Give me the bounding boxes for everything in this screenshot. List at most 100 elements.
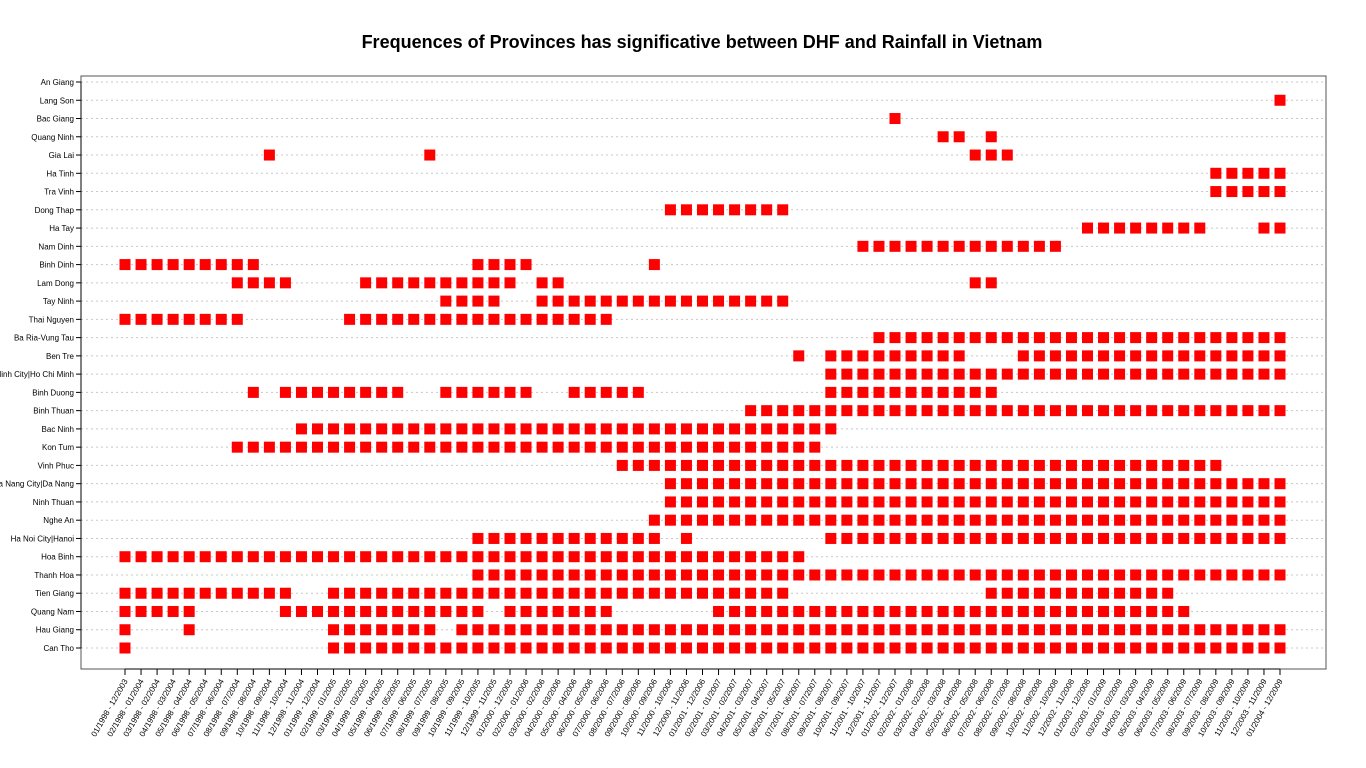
- data-point: [392, 624, 404, 636]
- data-point: [825, 423, 837, 435]
- data-point: [632, 386, 644, 398]
- data-point: [472, 313, 484, 325]
- data-point: [1001, 368, 1013, 380]
- data-point: [488, 624, 500, 636]
- data-point: [857, 514, 869, 526]
- data-point: [616, 532, 628, 544]
- data-point: [648, 569, 660, 581]
- data-point: [664, 441, 676, 453]
- data-point: [921, 642, 933, 654]
- data-point: [937, 131, 949, 143]
- data-point: [1114, 642, 1126, 654]
- data-point: [1210, 332, 1222, 344]
- data-point: [1130, 405, 1142, 417]
- data-point: [520, 642, 532, 654]
- data-point: [488, 642, 500, 654]
- data-point: [552, 569, 564, 581]
- y-tick-label: Binh Thuan: [33, 407, 74, 416]
- data-point: [600, 441, 612, 453]
- data-point: [761, 295, 773, 307]
- data-point: [985, 149, 997, 161]
- data-point: [456, 624, 468, 636]
- data-point: [504, 624, 516, 636]
- data-point: [1242, 167, 1254, 179]
- y-tick-label: Lam Dong: [37, 279, 74, 288]
- data-point: [921, 478, 933, 490]
- data-point: [1242, 350, 1254, 362]
- data-point: [1033, 368, 1045, 380]
- data-point: [1242, 186, 1254, 198]
- data-point: [1001, 532, 1013, 544]
- data-point: [777, 405, 789, 417]
- data-point: [1242, 478, 1254, 490]
- data-point: [1210, 514, 1222, 526]
- data-point: [456, 441, 468, 453]
- data-point: [536, 532, 548, 544]
- data-point: [344, 386, 356, 398]
- data-point: [1210, 569, 1222, 581]
- data-point: [953, 514, 965, 526]
- data-point: [312, 386, 323, 398]
- data-point: [1017, 350, 1029, 362]
- data-point: [1226, 186, 1238, 198]
- data-point: [456, 423, 468, 435]
- data-point: [279, 386, 291, 398]
- data-point: [584, 642, 596, 654]
- data-point: [360, 441, 372, 453]
- data-point: [616, 551, 628, 563]
- data-point: [1274, 332, 1286, 344]
- data-point: [536, 277, 548, 289]
- data-point: [488, 386, 500, 398]
- data-point: [793, 514, 805, 526]
- data-point: [392, 386, 404, 398]
- data-point: [424, 423, 436, 435]
- data-point: [1146, 642, 1158, 654]
- y-tick-label: Kon Tum: [42, 443, 74, 452]
- data-point: [857, 240, 869, 252]
- data-point: [985, 642, 997, 654]
- data-point: [504, 423, 516, 435]
- y-tick-label: Ba Ria-Vung Tau: [14, 334, 74, 343]
- data-point: [1194, 459, 1206, 471]
- data-point: [600, 569, 612, 581]
- data-point: [905, 459, 917, 471]
- data-point: [713, 642, 725, 654]
- data-point: [664, 587, 676, 599]
- data-point: [1033, 478, 1045, 490]
- data-point: [215, 587, 227, 599]
- data-point: [729, 478, 741, 490]
- y-tick-label: Nghe An: [43, 516, 74, 525]
- data-point: [488, 277, 500, 289]
- data-point: [263, 441, 275, 453]
- data-point: [1082, 405, 1093, 417]
- data-point: [584, 386, 596, 398]
- data-point: [1226, 624, 1238, 636]
- data-point: [729, 423, 741, 435]
- data-point: [825, 642, 837, 654]
- data-point: [1226, 350, 1238, 362]
- data-point: [857, 605, 869, 617]
- data-point: [969, 405, 981, 417]
- data-point: [1258, 624, 1270, 636]
- data-point: [119, 587, 131, 599]
- data-point: [697, 569, 708, 581]
- data-point: [1001, 496, 1013, 508]
- data-point: [360, 605, 372, 617]
- data-point: [1017, 569, 1029, 581]
- data-point: [1162, 642, 1174, 654]
- data-point: [680, 532, 692, 544]
- data-point: [1226, 642, 1238, 654]
- data-point: [905, 624, 917, 636]
- data-point: [488, 259, 500, 271]
- data-point: [1258, 496, 1270, 508]
- data-point: [472, 569, 484, 581]
- data-point: [440, 587, 452, 599]
- data-point: [263, 149, 275, 161]
- data-point: [488, 295, 500, 307]
- data-point: [504, 277, 516, 289]
- data-point: [664, 642, 676, 654]
- data-point: [1178, 532, 1190, 544]
- data-point: [183, 313, 195, 325]
- data-point: [424, 149, 436, 161]
- data-point: [1082, 532, 1093, 544]
